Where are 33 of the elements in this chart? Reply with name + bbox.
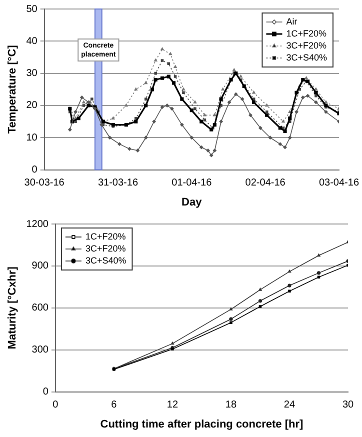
y-axis-title: Temperature [°C] [6, 44, 19, 134]
y-tick-label: 0 [32, 164, 38, 176]
legend-label: Air [286, 16, 298, 26]
legend-label: 3C+F20% [286, 40, 326, 50]
x-tick-label: 30 [342, 400, 354, 411]
y-tick-label: 900 [32, 260, 49, 272]
y-tick-label: 300 [32, 344, 49, 356]
y-tick-label: 1200 [26, 218, 49, 230]
y-tick-label: 10 [26, 132, 38, 144]
x-tick-label: 31-03-16 [98, 178, 138, 189]
legend-label: 3C+S40% [85, 255, 126, 266]
x-tick-label: 01-04-16 [172, 178, 212, 189]
x-axis-title: Day [182, 196, 203, 208]
y-tick-label: 30 [26, 68, 38, 80]
legend-label: 1C+F20% [286, 28, 326, 38]
x-tick-label: 30-03-16 [24, 178, 65, 189]
y-axis-title: Maturity [°Cxhr] [6, 266, 19, 350]
y-tick-label: 0 [42, 386, 49, 398]
y-tick-label: 20 [26, 100, 38, 112]
legend-label: 1C+F20% [85, 231, 126, 242]
y-tick-label: 40 [26, 36, 38, 47]
x-tick-label: 24 [284, 400, 296, 411]
x-tick-label: 0 [52, 400, 59, 411]
legend-label: 3C+S40% [286, 52, 327, 62]
x-tick-label: 02-04-16 [245, 178, 286, 189]
x-axis-title: Cutting time after placing concrete [hr] [100, 418, 304, 430]
y-tick-label: 50 [26, 4, 38, 15]
x-tick-label: 18 [225, 400, 237, 411]
x-tick-label: 6 [111, 400, 118, 411]
x-tick-label: 03-04-16 [318, 178, 360, 189]
x-tick-label: 12 [166, 400, 178, 411]
y-tick-label: 600 [32, 302, 49, 314]
legend-label: 3C+F20% [85, 243, 126, 254]
